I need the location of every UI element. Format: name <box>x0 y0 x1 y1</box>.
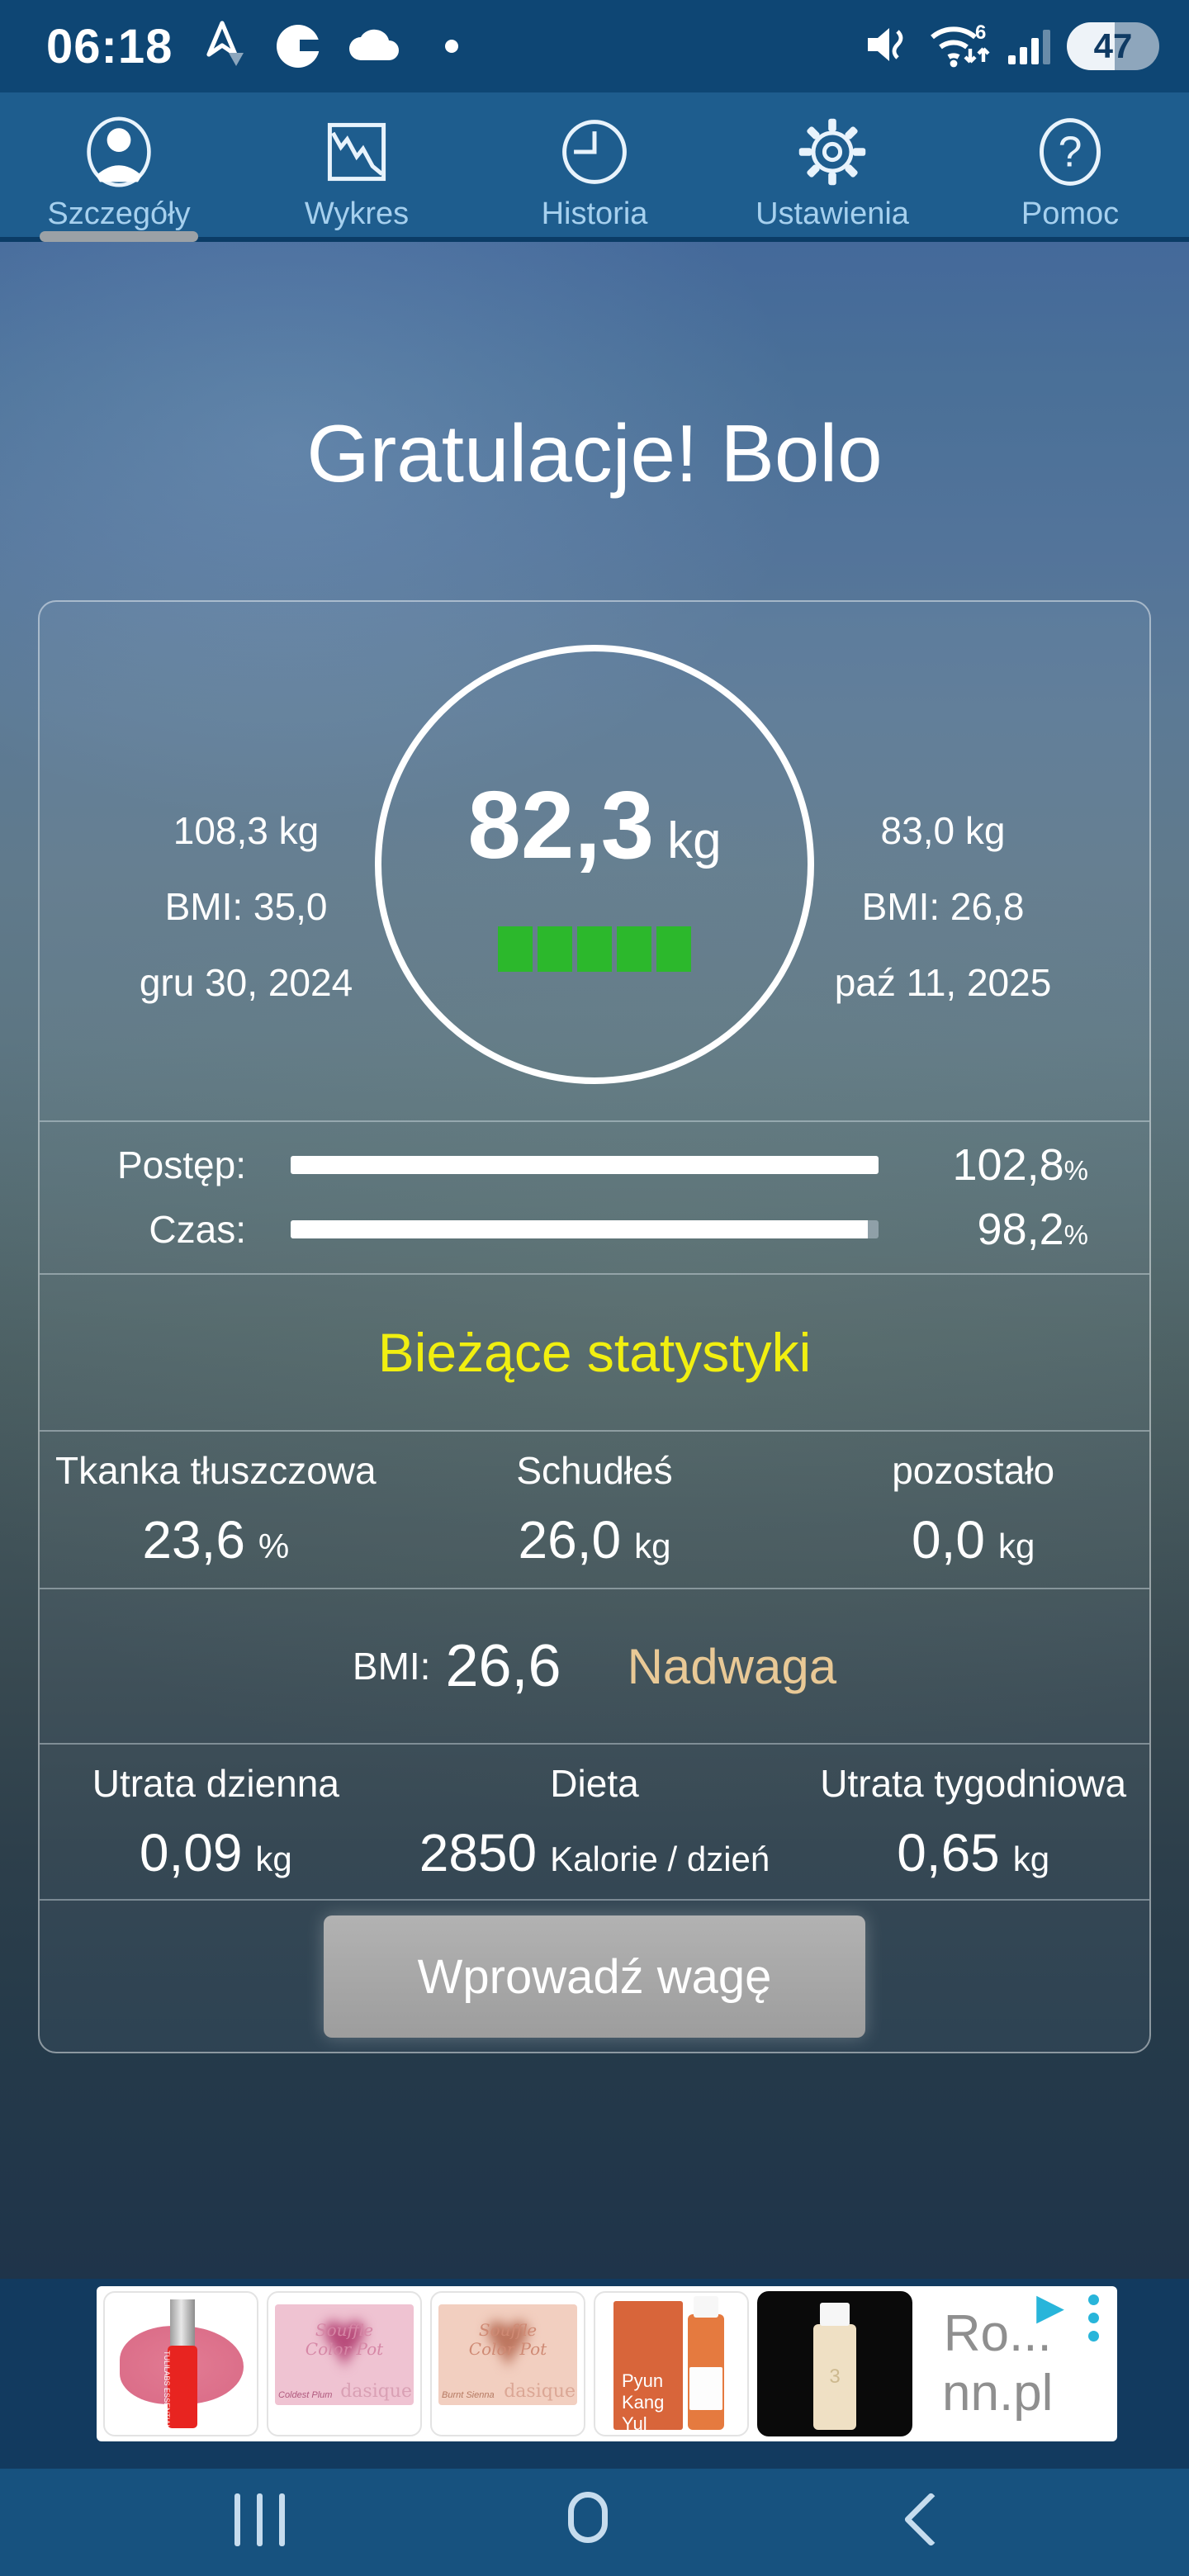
progress-label: Postęp: <box>117 1144 246 1187</box>
ad-product-color-pot-sienna[interactable]: ♥ Souffle Color Pot Burnt Sienna dasique <box>430 2291 585 2436</box>
lip-oil-bottle <box>168 2346 197 2428</box>
progress-row: Postęp: 102,8% <box>40 1136 1088 1194</box>
cloud-icon <box>348 26 402 68</box>
goal-bmi: BMI: 26,8 <box>861 885 1025 928</box>
heart-graphic: ♥ <box>320 2293 369 2385</box>
bmi-category: Nadwaga <box>627 1638 837 1694</box>
time-percent: 98,2% <box>977 1205 1088 1255</box>
help-icon: ? <box>1032 112 1108 192</box>
clock-history-icon <box>557 112 632 192</box>
ad-strip: TULILABS ESSENTIAL LIP OIL ♥ Souffle Colo… <box>0 2279 1189 2469</box>
tab-historia[interactable]: Historia <box>476 92 713 237</box>
mute-vibrate-icon <box>865 23 909 70</box>
clock: 06:18 <box>46 19 173 73</box>
ad-product-lip-oil[interactable]: TULILABS ESSENTIAL LIP OIL <box>103 2291 258 2436</box>
current-stats-section: Tkanka tłuszczowa 23,6% Schudłeś 26,0 kg … <box>40 1429 1149 1589</box>
recents-button[interactable] <box>234 2493 285 2546</box>
gear-icon <box>794 112 870 192</box>
stats-heading-section: Bieżące statystyki <box>40 1273 1149 1430</box>
time-label: Czas: <box>149 1208 246 1252</box>
tab-pomoc[interactable]: ? Pomoc <box>951 92 1189 237</box>
current-weight-value: 82,3 <box>467 770 655 878</box>
android-nav-bar <box>0 2469 1189 2576</box>
ad-banner[interactable]: TULILABS ESSENTIAL LIP OIL ♥ Souffle Colo… <box>97 2286 1117 2441</box>
ad-product-toner[interactable]: 3 <box>757 2291 912 2436</box>
progress-percent: 102,8% <box>952 1140 1088 1191</box>
start-date: gru 30, 2024 <box>139 961 353 1004</box>
ad-menu-dots-icon[interactable] <box>1088 2294 1099 2342</box>
bmi-value: 26,6 <box>445 1633 561 1700</box>
enter-weight-button[interactable]: Wprowadź wagę <box>324 1915 865 2039</box>
stat-daily-loss: Utrata dzienna 0,09 kg <box>92 1761 339 1882</box>
goal-date: paź 11, 2025 <box>834 961 1052 1004</box>
notification-dot-icon <box>445 40 459 53</box>
tab-szczegoly[interactable]: Szczegóły <box>0 92 238 242</box>
tab-label: Pomoc <box>1021 197 1120 231</box>
status-right-icons: 6 47 <box>865 0 1159 92</box>
tab-label: Wykres <box>304 197 410 231</box>
home-button[interactable] <box>568 2492 608 2543</box>
current-weight-unit: kg <box>667 812 722 869</box>
chart-icon <box>319 112 395 192</box>
adchoices-icon[interactable]: ▶ <box>1036 2287 1064 2327</box>
product-box: Pyun Kang Yul <box>613 2301 683 2434</box>
summary-card: 108,3 kg BMI: 35,0 gru 30, 2024 82,3 kg … <box>38 600 1151 2053</box>
ad-product-pyunkang-yul[interactable]: Pyun Kang Yul <box>594 2291 749 2436</box>
bmi-section: BMI: 26,6 Nadwaga <box>40 1588 1149 1743</box>
button-section: Wprowadź wagę <box>40 1899 1149 2052</box>
stat-lost: Schudłeś 26,0 kg <box>516 1449 673 1570</box>
heart-graphic: ♥ <box>483 2293 533 2385</box>
svg-text:6: 6 <box>975 21 986 44</box>
main-content: Gratulacje! Bolo 108,3 kg BMI: 35,0 gru … <box>0 242 1189 2279</box>
data-saver-icon <box>277 25 322 68</box>
battery-percent: 47 <box>1093 26 1133 65</box>
signal-strength-icon <box>1008 28 1050 64</box>
tab-bar: Szczegóły Wykres Historia <box>0 92 1189 242</box>
lip-oil-cap <box>170 2299 195 2347</box>
tab-label: Szczegóły <box>47 197 191 231</box>
current-weight-ring: 82,3 kg <box>375 645 814 1084</box>
advertiser-text[interactable]: Ro... nn.pl <box>942 2305 1054 2422</box>
status-left-icons <box>202 20 459 73</box>
ad-product-color-pot-plum[interactable]: ♥ Souffle Color Pot Coldest Plum dasique <box>267 2291 422 2436</box>
tab-label: Historia <box>541 197 648 231</box>
back-button[interactable] <box>903 2492 959 2547</box>
tab-label: Ustawienia <box>756 197 909 231</box>
time-row: Czas: 98,2% <box>40 1200 1088 1258</box>
start-bmi: BMI: 35,0 <box>164 885 328 928</box>
progress-bar <box>291 1156 879 1175</box>
start-stats: 108,3 kg BMI: 35,0 gru 30, 2024 <box>40 808 452 1005</box>
tab-ustawienia[interactable]: Ustawienia <box>713 92 951 237</box>
person-icon <box>81 112 157 192</box>
progress-blocks <box>498 926 691 972</box>
tab-wykres[interactable]: Wykres <box>238 92 476 237</box>
product-bottle: 3 <box>813 2303 856 2430</box>
goal-weight: 83,0 kg <box>880 809 1006 852</box>
weight-circle-section: 108,3 kg BMI: 35,0 gru 30, 2024 82,3 kg … <box>40 602 1149 1120</box>
daily-stats-section: Utrata dzienna 0,09 kg Dieta 2850 Kalorie … <box>40 1742 1149 1900</box>
stats-heading: Bieżące statystyki <box>377 1321 812 1383</box>
goal-stats: 83,0 kg BMI: 26,8 paź 11, 2025 <box>737 808 1149 1005</box>
stat-remaining: pozostało 0,0 kg <box>892 1449 1055 1570</box>
status-bar: 06:18 <box>0 0 1189 92</box>
bmi-label: BMI: <box>352 1645 431 1688</box>
battery-icon: 47 <box>1067 22 1159 70</box>
current-weight: 82,3 kg <box>467 769 721 880</box>
product-bottle <box>688 2296 724 2430</box>
wifi-icon: 6 <box>926 19 992 74</box>
progress-section: Postęp: 102,8% Czas: 98,2% <box>40 1120 1149 1274</box>
time-bar <box>291 1220 879 1239</box>
stat-body-fat: Tkanka tłuszczowa 23,6% <box>55 1449 377 1570</box>
stat-diet: Dieta 2850 Kalorie / dzień <box>419 1761 770 1882</box>
svg-text:?: ? <box>1059 127 1082 175</box>
stat-weekly-loss: Utrata tygodniowa 0,65 kg <box>820 1761 1127 1882</box>
page-title: Gratulacje! Bolo <box>306 408 883 499</box>
start-weight: 108,3 kg <box>173 809 320 852</box>
gps-location-icon <box>202 20 249 73</box>
selected-tab-underline <box>40 231 198 242</box>
